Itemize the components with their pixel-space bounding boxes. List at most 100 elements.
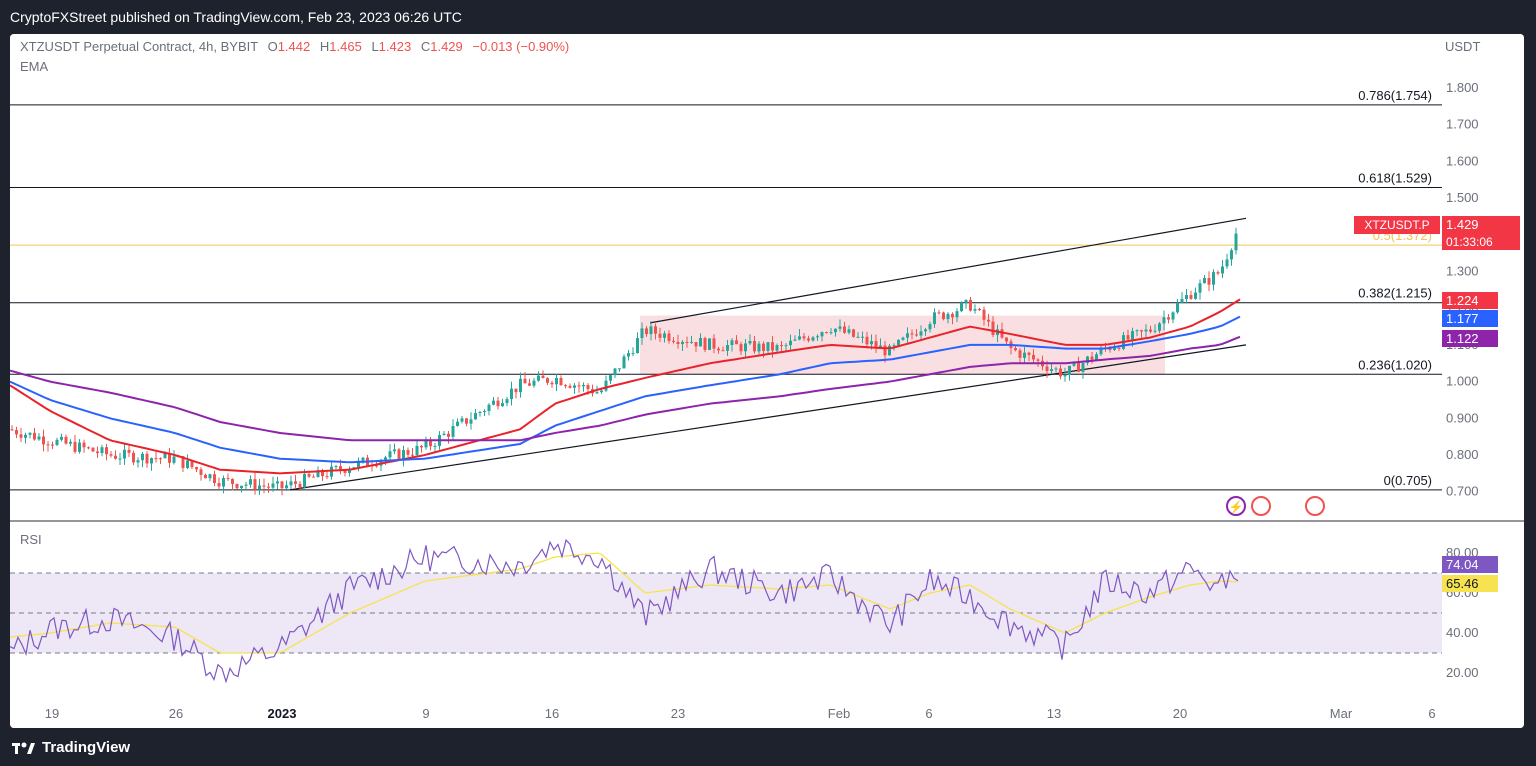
- price-tick-label: 1.300: [1446, 264, 1479, 279]
- candle-body: [793, 339, 797, 341]
- legend-change: −0.013 (−0.90%): [472, 39, 569, 54]
- candle-body: [1014, 348, 1017, 351]
- candle-body: [24, 434, 27, 438]
- us-flag-icon[interactable]: [1305, 496, 1325, 516]
- candle-body: [973, 309, 977, 311]
- candle-body: [1194, 292, 1197, 299]
- rsi-label[interactable]: RSI: [20, 532, 42, 547]
- candle-body: [501, 403, 504, 407]
- candle-body: [294, 481, 297, 484]
- candle-body: [645, 328, 648, 335]
- candle-body: [1144, 329, 1148, 332]
- candle-body: [807, 338, 810, 341]
- candle-body: [1131, 331, 1134, 340]
- candle-body: [163, 453, 167, 459]
- symbol-tag: XTZUSDT.P: [1364, 218, 1429, 232]
- candle-body: [1063, 374, 1067, 377]
- candle-body: [1045, 366, 1049, 372]
- legend-indicator[interactable]: EMA: [20, 59, 49, 74]
- candle-body: [613, 368, 617, 376]
- lightning-icon[interactable]: [1226, 496, 1246, 516]
- candle-body: [1149, 329, 1152, 332]
- ema-purple-line: [10, 335, 1241, 442]
- candle-body: [118, 458, 122, 460]
- candle-body: [105, 447, 108, 455]
- candle-body: [892, 345, 896, 347]
- candle-body: [1221, 266, 1224, 274]
- candle-body: [568, 385, 572, 388]
- chart-canvas[interactable]: 0.786(1.754)0.618(1.529)0.5(1.372)0.382(…: [10, 34, 1524, 728]
- candle-body: [753, 340, 756, 352]
- candle-body: [1054, 368, 1058, 370]
- candle-body: [1180, 299, 1184, 303]
- fib-label: 0(0.705): [1384, 473, 1432, 488]
- candle-body: [55, 439, 59, 445]
- candle-body: [537, 375, 540, 381]
- price-tick-label: 1.800: [1446, 80, 1479, 95]
- candlesticks: [10, 227, 1238, 496]
- candle-body: [397, 449, 401, 460]
- time-label: 13: [1047, 706, 1061, 721]
- candle-body: [897, 339, 900, 346]
- ema-blue-line: [10, 315, 1241, 464]
- candle-body: [1230, 250, 1233, 260]
- candle-body: [496, 400, 500, 407]
- rsi-pane: RSI: [10, 532, 1442, 654]
- chart-frame[interactable]: 0.786(1.754) 0.618(1.529) 0.5(1.372) 0.382(…: [10, 34, 1524, 728]
- candle-body: [73, 441, 77, 452]
- candle-body: [937, 312, 941, 314]
- upper-trendline: [649, 217, 1247, 324]
- candle-body: [406, 450, 410, 455]
- candle-body: [208, 474, 212, 479]
- candle-body: [784, 345, 788, 347]
- candle-body: [843, 326, 846, 333]
- candle-body: [325, 476, 329, 478]
- candle-body: [451, 426, 455, 437]
- candle-body: [222, 478, 225, 487]
- candle-body: [69, 441, 72, 444]
- candle-body: [1176, 302, 1179, 313]
- candle-body: [663, 333, 666, 338]
- legend-l-label: L: [371, 39, 378, 54]
- candle-body: [249, 479, 252, 485]
- candle-body: [870, 341, 873, 345]
- tradingview-logo[interactable]: TradingView: [12, 739, 130, 756]
- candle-body: [411, 454, 414, 456]
- rsi-lines: [10, 538, 1239, 684]
- rsi-tick-label: 20.00: [1446, 665, 1479, 680]
- candle-body: [60, 436, 63, 440]
- legend-high: 1.465: [329, 39, 362, 54]
- candle-body: [1050, 369, 1053, 372]
- candle-body: [1126, 335, 1130, 340]
- event-markers[interactable]: ⚡: [1226, 496, 1325, 516]
- us-flag-icon[interactable]: [1251, 496, 1271, 516]
- rsi-ma-line: [10, 552, 1239, 654]
- candle-body: [19, 434, 23, 438]
- rsi-line: [10, 538, 1239, 684]
- candle-body: [1171, 312, 1175, 320]
- candle-body: [321, 470, 324, 477]
- rsi-value-bg: [1442, 556, 1498, 573]
- candle-body: [942, 312, 945, 320]
- price-tick-label: 1.600: [1446, 153, 1479, 168]
- candle-body: [721, 350, 725, 352]
- candle-body: [532, 380, 536, 386]
- candle-body: [744, 343, 747, 352]
- candle-body: [636, 338, 639, 354]
- time-axis[interactable]: 19 26 2023 9 16 23 Feb 6 13 20 Mar 6: [45, 706, 1436, 721]
- price-tick-label: 1.500: [1446, 190, 1479, 205]
- candle-body: [316, 470, 320, 478]
- candle-body: [442, 433, 446, 436]
- candle-body: [780, 345, 783, 347]
- candle-body: [1167, 317, 1170, 320]
- candle-body: [87, 447, 90, 449]
- candle-body: [1113, 347, 1116, 350]
- candle-body: [487, 404, 491, 412]
- legend-c-label: C: [421, 39, 430, 54]
- candle-body: [402, 450, 405, 460]
- candle-body: [982, 309, 986, 320]
- candle-body: [1095, 354, 1098, 360]
- candle-body: [298, 483, 302, 488]
- candle-body: [640, 328, 644, 339]
- candle-body: [690, 342, 693, 344]
